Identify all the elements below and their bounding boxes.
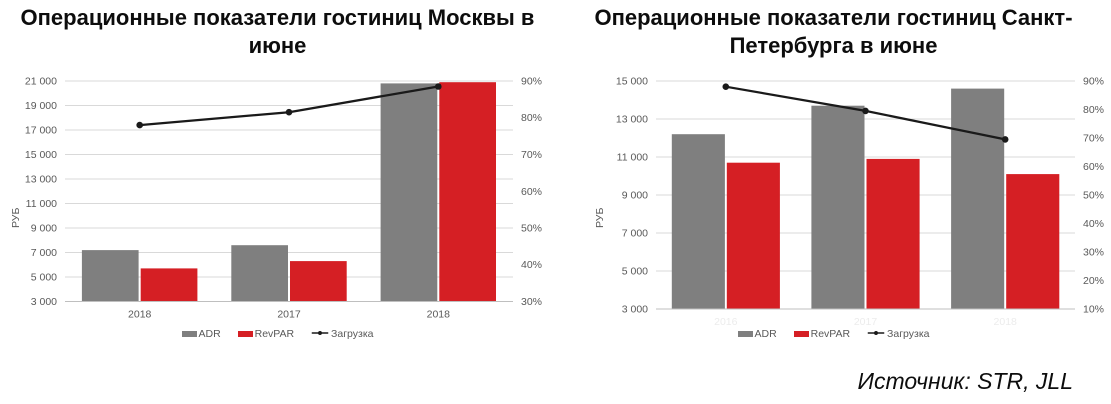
svg-text:70%: 70% — [521, 149, 542, 161]
svg-text:13 000: 13 000 — [25, 174, 57, 186]
svg-text:15 000: 15 000 — [25, 149, 57, 161]
svg-text:2018: 2018 — [994, 316, 1018, 328]
svg-text:2016: 2016 — [714, 316, 738, 328]
svg-text:9 000: 9 000 — [622, 190, 648, 202]
svg-text:60%: 60% — [521, 186, 542, 198]
svg-text:40%: 40% — [1083, 218, 1104, 230]
svg-text:40%: 40% — [521, 259, 542, 271]
svg-text:30%: 30% — [1083, 247, 1104, 259]
svg-text:11 000: 11 000 — [617, 152, 648, 164]
svg-text:20%: 20% — [1083, 275, 1104, 287]
svg-text:80%: 80% — [1083, 104, 1104, 116]
svg-text:2017: 2017 — [277, 309, 301, 321]
svg-text:10%: 10% — [1083, 304, 1104, 316]
svg-text:3 000: 3 000 — [31, 296, 57, 308]
svg-text:17 000: 17 000 — [25, 125, 57, 137]
svg-text:60%: 60% — [1083, 161, 1104, 173]
svg-text:9 000: 9 000 — [31, 223, 57, 235]
svg-text:11 000: 11 000 — [26, 198, 57, 210]
svg-text:2018: 2018 — [128, 309, 152, 321]
svg-text:7 000: 7 000 — [31, 247, 57, 259]
svg-text:5 000: 5 000 — [31, 272, 57, 284]
svg-text:13 000: 13 000 — [616, 114, 648, 126]
svg-text:50%: 50% — [521, 223, 542, 235]
svg-text:2017: 2017 — [854, 316, 878, 328]
svg-text:2018: 2018 — [427, 309, 451, 321]
svg-text:70%: 70% — [1083, 133, 1104, 145]
svg-text:30%: 30% — [521, 296, 542, 308]
svg-text:90%: 90% — [1083, 76, 1104, 88]
svg-text:90%: 90% — [521, 76, 542, 88]
svg-text:3 000: 3 000 — [622, 304, 648, 316]
svg-text:50%: 50% — [1083, 190, 1104, 202]
svg-text:80%: 80% — [521, 112, 542, 124]
svg-text:15 000: 15 000 — [616, 76, 648, 88]
svg-text:7 000: 7 000 — [622, 228, 648, 240]
svg-text:5 000: 5 000 — [622, 266, 648, 278]
svg-text:21 000: 21 000 — [25, 76, 57, 88]
svg-text:19 000: 19 000 — [25, 100, 57, 112]
